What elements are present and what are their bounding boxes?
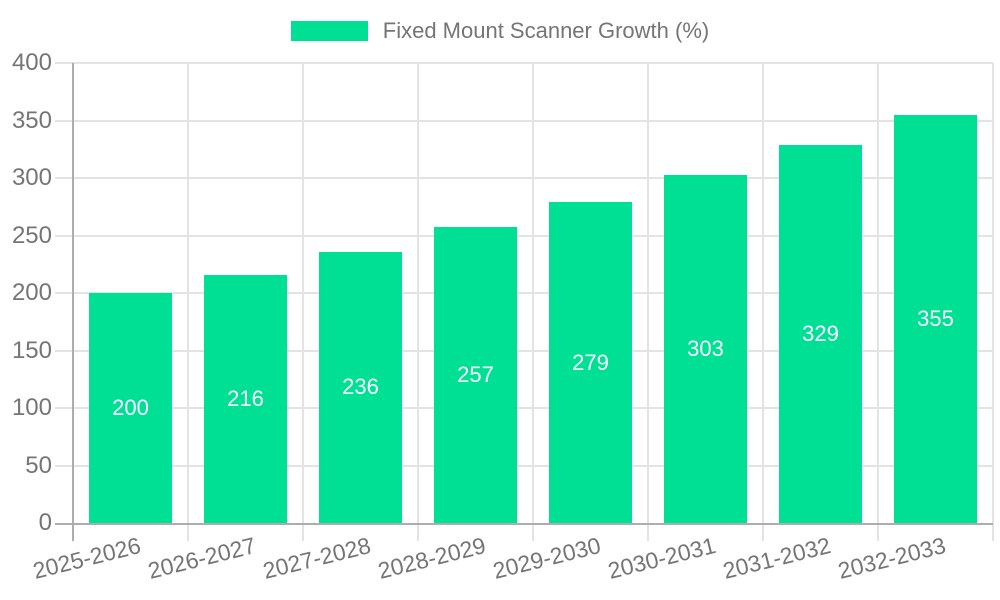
bar[interactable]: 279	[549, 202, 632, 523]
legend-swatch	[290, 20, 368, 41]
y-gridline	[55, 234, 993, 237]
bar[interactable]: 355	[894, 114, 977, 523]
x-gridline	[762, 63, 764, 541]
bar[interactable]: 257	[434, 227, 517, 523]
y-axis-tick-label: 150	[11, 336, 52, 364]
y-axis-tick-label: 300	[11, 164, 52, 191]
x-axis-tick-label: 2032-2033	[834, 532, 948, 584]
x-gridline	[302, 63, 304, 541]
x-axis-tick-label: 2031-2032	[719, 532, 833, 584]
y-gridline	[55, 349, 993, 352]
x-axis-tick-label: 2028-2029	[374, 532, 488, 584]
x-gridline	[187, 63, 189, 541]
x-gridline	[417, 63, 419, 541]
x-axis-tick-label: 2030-2031	[604, 532, 718, 584]
y-axis-line	[72, 63, 74, 541]
y-gridline	[55, 119, 993, 122]
legend-item[interactable]: Fixed Mount Scanner Growth (%)	[0, 18, 1000, 43]
x-axis-tick-label: 2025-2026	[29, 532, 143, 584]
bar[interactable]: 303	[664, 174, 747, 523]
bar[interactable]: 236	[319, 251, 402, 523]
x-axis-tick-label: 2026-2027	[144, 532, 258, 584]
bar-value-label: 257	[457, 362, 494, 388]
y-axis-tick-label: 50	[25, 451, 52, 479]
bar[interactable]: 216	[204, 274, 287, 523]
y-gridline	[55, 464, 993, 467]
bar-value-label: 303	[687, 335, 724, 361]
legend-label: Fixed Mount Scanner Growth (%)	[382, 18, 710, 43]
x-gridline	[877, 63, 879, 541]
y-gridline	[55, 177, 993, 179]
y-gridline	[55, 292, 993, 294]
y-axis-tick-label: 0	[38, 509, 52, 536]
y-axis-tick-label: 250	[11, 221, 52, 249]
bar-value-label: 355	[917, 305, 954, 331]
bar-value-label: 279	[572, 349, 609, 375]
bar-value-label: 236	[342, 374, 379, 400]
x-gridline	[532, 63, 534, 541]
bar[interactable]: 329	[779, 144, 862, 523]
x-axis-tick-label: 2027-2028	[259, 532, 373, 584]
y-axis-tick-label: 100	[11, 394, 52, 421]
bar[interactable]: 200	[89, 293, 172, 523]
x-axis-tick-label: 2029-2030	[489, 532, 603, 584]
bar-value-label: 216	[227, 385, 264, 411]
x-axis-line	[55, 523, 993, 525]
bar-value-label: 329	[802, 320, 839, 346]
x-gridline	[647, 63, 649, 541]
y-gridline	[55, 62, 993, 64]
y-axis-tick-label: 400	[11, 49, 52, 76]
y-gridline	[55, 407, 993, 409]
x-gridline	[992, 63, 994, 541]
y-axis-tick-label: 200	[11, 279, 52, 306]
bar-value-label: 200	[112, 395, 149, 420]
y-axis-tick-label: 350	[11, 106, 52, 134]
